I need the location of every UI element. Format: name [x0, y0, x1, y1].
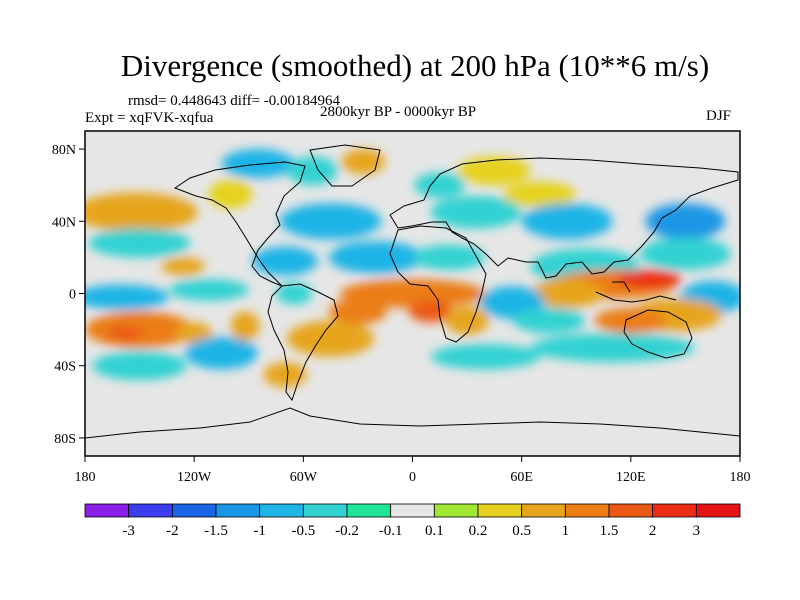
colorbar-swatch-6 [346, 503, 392, 518]
colorbar-label-3: -1 [253, 523, 266, 539]
anomaly-blob-22 [328, 298, 388, 325]
anomaly-blob-13 [208, 179, 253, 209]
x-tick-label-4: 60E [510, 470, 533, 485]
coastline-indonesia [595, 281, 677, 303]
y-axis: 80N 40N 0 40S 80S [52, 143, 85, 447]
anomaly-blob-11 [263, 362, 307, 388]
colorbar-label-9: 0.5 [512, 523, 531, 539]
anomaly-blob-0 [85, 192, 198, 233]
anomaly-blob-8 [175, 322, 213, 345]
stats-label: rmsd= 0.448643 diff= -0.00184964 [128, 93, 341, 109]
colorbar-swatch-7 [390, 503, 435, 518]
colorbar-label-11: 1.5 [600, 523, 619, 539]
y-tick-label-4: 80S [54, 432, 76, 447]
colorbar-label-0: -3 [122, 523, 135, 539]
x-tick-label-3: 0 [409, 470, 416, 485]
anomaly-blob-4 [168, 279, 249, 301]
anomaly-blob-30 [645, 203, 726, 240]
coastline-antarctica [85, 407, 740, 439]
colorbar-label-7: 0.1 [425, 523, 444, 539]
y-tick-label-1: 40N [52, 215, 76, 230]
colorbar-label-2: -1.5 [204, 523, 228, 539]
anomaly-blob-24 [412, 244, 486, 271]
experiment-label: Expt = xqFVK-xqfua [85, 110, 214, 126]
anomaly-blob-32 [639, 237, 731, 271]
anomaly-blob-23 [286, 320, 375, 357]
anomaly-blob-43 [445, 306, 489, 336]
colorbar-swatch-11 [564, 503, 610, 518]
anomaly-blob-16 [279, 203, 382, 240]
anomaly-blob-2 [161, 257, 206, 276]
anomaly-blob-20 [339, 279, 486, 308]
anomaly-blob-14 [286, 156, 338, 186]
x-tick-label-5: 120E [616, 470, 646, 485]
x-tick-label-6: 180 [730, 470, 751, 485]
anomaly-blob-12 [221, 149, 295, 178]
colorbar-swatch-2 [171, 503, 217, 518]
anomaly-blob-19 [276, 282, 313, 305]
colorbar-swatch-1 [128, 503, 173, 518]
anomaly-blob-1 [88, 228, 191, 258]
colorbar-swatch-13 [652, 503, 697, 518]
colorbar-swatch-3 [215, 503, 261, 518]
anomaly-blob-6 [106, 326, 144, 341]
coastline-greenland [309, 144, 381, 187]
colorbar-swatch-8 [433, 503, 479, 518]
colorbar-label-10: 1 [562, 523, 570, 539]
colorbar-label-5: -0.2 [335, 523, 359, 539]
anomaly-blob-15 [341, 149, 386, 175]
colorbar-label-8: 0.2 [469, 523, 488, 539]
colorbar-swatch-0 [84, 503, 130, 518]
anomaly-blob-10 [230, 311, 260, 341]
colorbar-label-12: 2 [649, 523, 657, 539]
anomaly-blob-41 [530, 333, 695, 363]
season-label: DJF [706, 108, 732, 124]
anomaly-blob-29 [521, 203, 613, 240]
colorbar-swatch-4 [259, 503, 304, 518]
anomaly-blob-25 [430, 196, 522, 229]
anomaly-blob-37 [512, 307, 586, 334]
anomaly-field [85, 149, 740, 388]
colorbar-label-13: 3 [693, 523, 701, 539]
x-tick-label-1: 120W [177, 470, 212, 485]
anomaly-blob-26 [457, 156, 531, 186]
coastline-south-america [267, 283, 339, 402]
coastline-africa [389, 225, 487, 343]
x-tick-label-0: 180 [75, 470, 96, 485]
y-tick-label-0: 80N [52, 143, 76, 158]
colorbar-label-6: -0.1 [379, 523, 403, 539]
chart-title: Divergence (smoothed) at 200 hPa (10**6 … [120, 48, 710, 83]
coastline-australia [623, 309, 693, 359]
colorbar-label-4: -0.5 [291, 523, 315, 539]
anomaly-blob-42 [430, 344, 540, 370]
anomaly-blob-21 [408, 300, 453, 323]
colorbar-swatch-5 [302, 503, 348, 518]
colorbar-swatch-14 [695, 503, 741, 518]
anomaly-blob-7 [92, 351, 187, 381]
x-axis: 180 120W 60W 0 60E 120E 180 [75, 456, 751, 485]
period-label: 2800kyr BP - 0000kyr BP [320, 104, 477, 120]
anomaly-blob-34 [616, 270, 682, 289]
anomaly-blob-27 [414, 172, 466, 198]
colorbar: -3 -2 -1.5 -1 -0.5 -0.2 -0.1 0.1 0.2 0.5 1 1.5 2 3 [84, 503, 741, 539]
colorbar-swatch-12 [608, 503, 654, 518]
colorbar-label-1: -2 [166, 523, 179, 539]
coastlines [85, 144, 740, 439]
y-tick-label-2: 0 [69, 288, 76, 303]
anomaly-blob-9 [185, 336, 258, 370]
anomaly-blob-3 [85, 284, 169, 310]
anomaly-blob-28 [503, 181, 577, 207]
anomaly-blob-40 [594, 307, 668, 334]
y-tick-label-3: 40S [54, 360, 76, 375]
anomaly-blob-18 [328, 241, 424, 274]
anomaly-blob-17 [252, 246, 318, 276]
coastline-north-america [173, 161, 306, 287]
x-tick-label-2: 60W [290, 470, 318, 485]
colorbar-swatch-9 [477, 503, 523, 518]
anomaly-blob-35 [530, 279, 604, 308]
colorbar-swatch-10 [521, 503, 566, 518]
